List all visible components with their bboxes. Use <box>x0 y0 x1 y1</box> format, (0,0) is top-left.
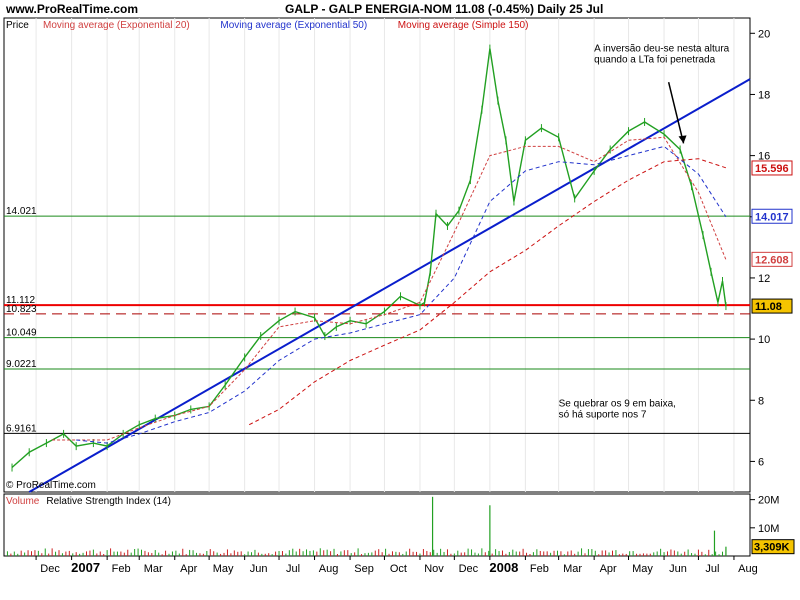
price-panel-frame <box>3 17 751 493</box>
level-label: 10.823 <box>6 304 37 315</box>
annotation-arrow <box>667 82 685 144</box>
x-tick-label: Aug <box>738 563 758 575</box>
volume-last-value-box <box>751 539 795 555</box>
x-tick-label: May <box>632 563 653 575</box>
x-tick-label: Feb <box>530 563 549 575</box>
volume-legend-entry: Relative Strength Index (14) <box>46 496 171 507</box>
x-tick-label: 2007 <box>71 560 100 575</box>
y-tick-label: 16 <box>758 151 770 163</box>
x-tick-label: Jun <box>250 563 268 575</box>
volume-panel-frame <box>3 493 751 557</box>
value-tag-box <box>751 298 793 314</box>
annotation-text: Se quebrar os 9 em baixa, <box>559 398 676 409</box>
volume-tick-label: 20M <box>758 495 779 507</box>
x-tick-label: Apr <box>600 563 617 575</box>
x-tick-label: Mar <box>144 563 163 575</box>
level-label: 10.049 <box>6 328 37 339</box>
x-tick-label: Mar <box>563 563 582 575</box>
x-tick-label: Sep <box>354 563 374 575</box>
level-label: 14.021 <box>6 206 37 217</box>
value-tag-label: 14.017 <box>755 211 789 223</box>
value-tag-box <box>751 160 793 176</box>
series-line <box>248 158 727 426</box>
y-tick-label: 20 <box>758 28 770 40</box>
series-line <box>52 136 727 441</box>
value-tag-label: 15.596 <box>755 163 789 175</box>
legend-entry: Moving average (Simple 150) <box>398 20 529 31</box>
x-tick-label: May <box>213 563 234 575</box>
x-tick-label: Nov <box>424 563 444 575</box>
volume-legend-entry: Volume <box>6 496 40 507</box>
level-label: 9.0221 <box>6 359 37 370</box>
y-tick-label: 10 <box>758 334 770 346</box>
site-title: www.ProRealTime.com <box>6 2 139 16</box>
x-tick-label: Feb <box>112 563 131 575</box>
value-tag-box <box>751 251 793 267</box>
x-tick-label: Apr <box>180 563 197 575</box>
x-tick-label: Dec <box>459 563 479 575</box>
value-tag-label: 12.608 <box>755 254 789 266</box>
y-tick-label: 18 <box>758 89 770 101</box>
x-tick-label: Aug <box>319 563 339 575</box>
value-tag-box <box>751 208 793 224</box>
arrow-head <box>678 135 687 144</box>
trendline <box>28 78 751 493</box>
instrument-header: GALP - GALP ENERGIA-NOM 11.08 (-0.45%) D… <box>285 2 604 16</box>
annotation-text: A inversão deu-se nesta altura <box>594 44 730 55</box>
y-tick-label: 12 <box>758 273 770 285</box>
legend-entry: Moving average (Exponential 20) <box>43 20 190 31</box>
annotation-text: só há suporte nos 7 <box>559 409 647 420</box>
x-tick-label: Dec <box>40 563 60 575</box>
volume-last-value-label: 3,309K <box>754 542 790 554</box>
annotation-text: quando a LTa foi penetrada <box>594 55 715 66</box>
x-tick-label: Jul <box>286 563 300 575</box>
x-tick-label: Jul <box>705 563 719 575</box>
legend-entry: Moving average (Exponential 50) <box>220 20 367 31</box>
x-tick-label: 2008 <box>489 560 518 575</box>
series-line <box>76 145 727 444</box>
y-tick-label: 8 <box>758 395 764 407</box>
copyright-text: © ProRealTime.com <box>6 480 96 491</box>
level-label: 11.112 <box>6 295 36 306</box>
y-tick-label: 6 <box>758 456 764 468</box>
value-tag-label: 11.08 <box>755 301 782 313</box>
x-tick-label: Jun <box>669 563 687 575</box>
legend-entry: Price <box>6 20 29 31</box>
volume-tick-label: 10M <box>758 523 779 535</box>
level-label: 6.9161 <box>6 423 37 434</box>
x-tick-label: Oct <box>390 563 407 575</box>
